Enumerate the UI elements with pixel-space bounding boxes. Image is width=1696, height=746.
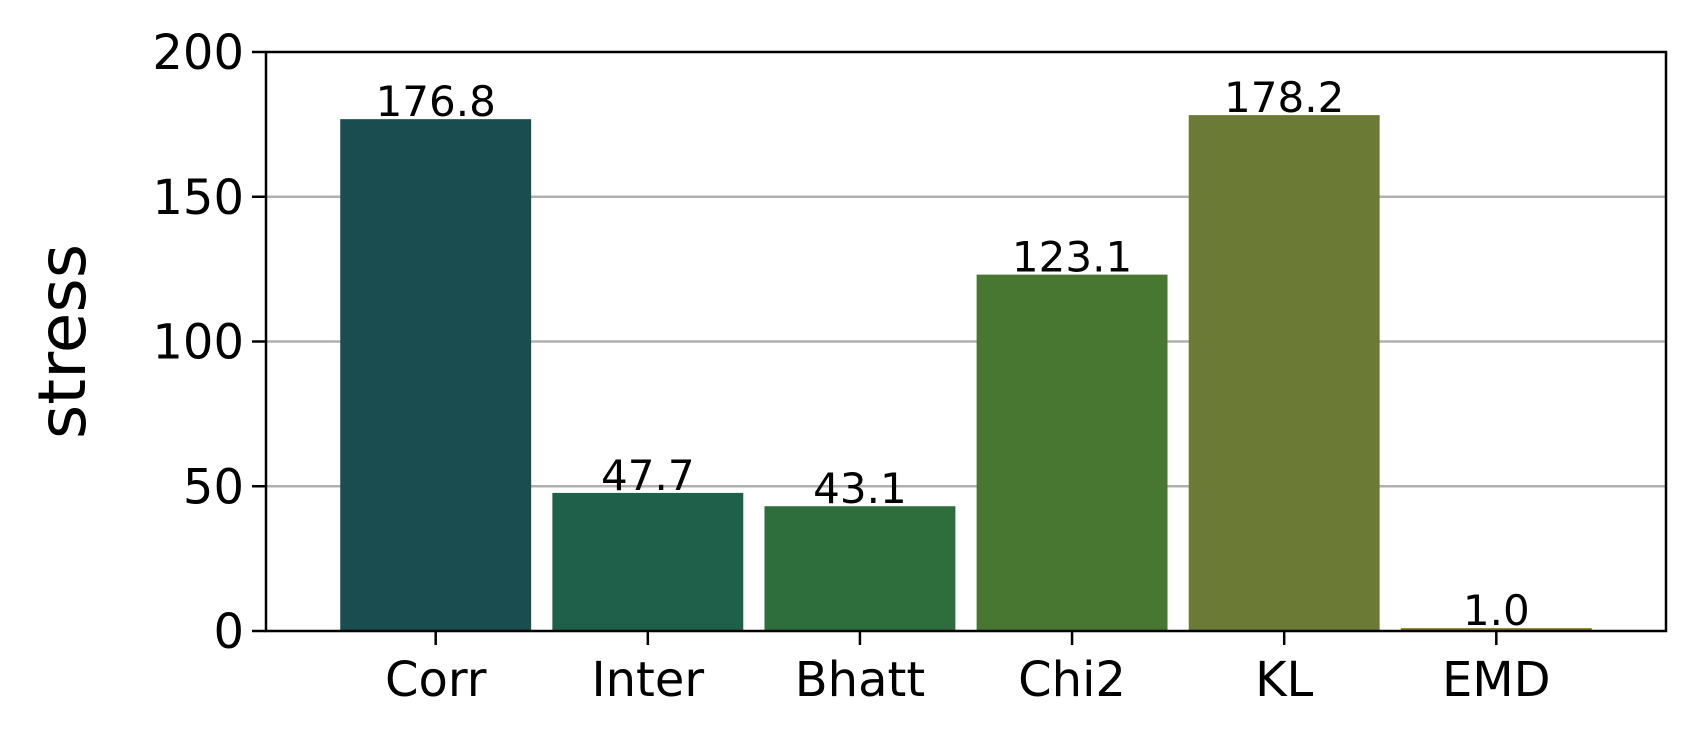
x-tick-label: Inter — [591, 652, 704, 708]
bar-inter — [552, 492, 744, 631]
data-label-corr: 176.8 — [376, 77, 496, 126]
x-tick-label: Bhatt — [795, 652, 925, 708]
x-tick-label: Corr — [385, 652, 487, 708]
y-tick-label: 200 — [152, 25, 244, 81]
bar-chi2 — [976, 274, 1168, 631]
x-tick-label: EMD — [1442, 652, 1551, 708]
data-label-kl: 178.2 — [1224, 73, 1344, 122]
bar-kl — [1188, 115, 1380, 631]
y-axis-ticks: 0 50 100 150 200 — [152, 25, 266, 660]
data-label-emd: 1.0 — [1463, 586, 1530, 635]
data-label-inter: 47.7 — [601, 451, 695, 500]
y-tick-label: 150 — [152, 170, 244, 226]
bars — [340, 115, 1592, 631]
data-label-bhatt: 43.1 — [813, 464, 907, 513]
y-tick-label: 50 — [183, 459, 244, 515]
x-tick-label: KL — [1255, 652, 1313, 708]
bar-emd — [1400, 628, 1592, 631]
y-tick-label: 0 — [213, 604, 244, 660]
bar-bhatt — [764, 506, 956, 631]
y-axis-title: stress — [24, 244, 101, 439]
data-label-chi2: 123.1 — [1012, 233, 1132, 282]
y-tick-label: 100 — [152, 315, 244, 371]
x-tick-label: Chi2 — [1018, 652, 1126, 708]
data-labels: 176.8 47.7 43.1 123.1 178.2 1.0 — [376, 73, 1530, 635]
bar-corr — [340, 119, 532, 631]
x-axis-ticks: Corr Inter Bhatt Chi2 KL EMD — [385, 631, 1551, 708]
